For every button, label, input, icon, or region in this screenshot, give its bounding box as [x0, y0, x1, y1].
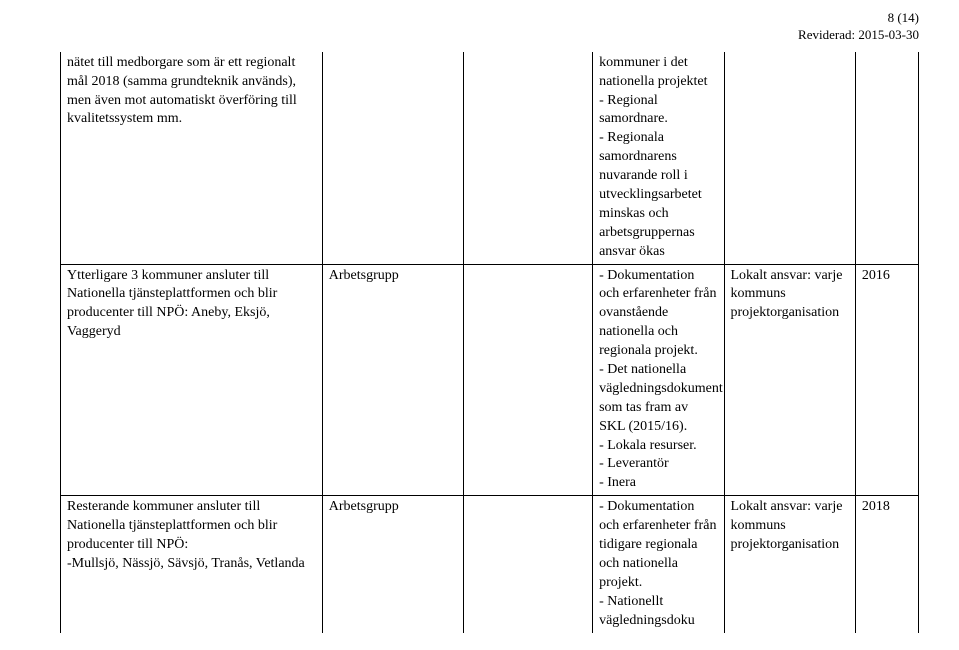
cell-activity: Resterande kommuner ansluter till Nation…: [61, 496, 323, 633]
table-row: Ytterligare 3 kommuner ansluter till Nat…: [61, 264, 919, 496]
cell-resources: kommuner i det nationella projektet- Reg…: [593, 52, 724, 264]
page: 8 (14) Reviderad: 2015-03-30 nätet till …: [0, 0, 959, 650]
cell-year: 2018: [855, 496, 918, 633]
cell-year: 2016: [855, 264, 918, 496]
table-row: Resterande kommuner ansluter till Nation…: [61, 496, 919, 633]
cell-activity: nätet till medborgare som är ett regiona…: [61, 52, 323, 264]
cell-blank: [463, 264, 592, 496]
revised-date: Reviderad: 2015-03-30: [60, 27, 919, 44]
cell-responsible: [724, 52, 855, 264]
page-number: 8 (14): [888, 10, 919, 25]
document-table: nätet till medborgare som är ett regiona…: [60, 52, 919, 633]
cell-group: Arbetsgrupp: [322, 264, 463, 496]
cell-group: [322, 52, 463, 264]
cell-group: Arbetsgrupp: [322, 496, 463, 633]
cell-resources: - Dokumentation och erfarenheter från ov…: [593, 264, 724, 496]
cell-year: [855, 52, 918, 264]
cell-resources: - Dokumentation och erfarenheter från ti…: [593, 496, 724, 633]
cell-blank: [463, 52, 592, 264]
table-row: nätet till medborgare som är ett regiona…: [61, 52, 919, 264]
cell-blank: [463, 496, 592, 633]
cell-responsible: Lokalt ansvar: varje kommuns projektorga…: [724, 264, 855, 496]
cell-responsible: Lokalt ansvar: varje kommuns projektorga…: [724, 496, 855, 633]
cell-activity: Ytterligare 3 kommuner ansluter till Nat…: [61, 264, 323, 496]
page-header: 8 (14) Reviderad: 2015-03-30: [60, 10, 919, 44]
